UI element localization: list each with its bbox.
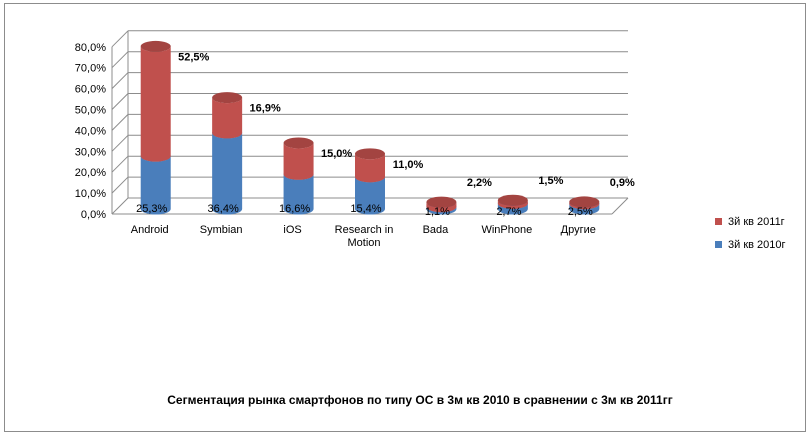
chart-frame (4, 3, 806, 432)
bar-2011-5-cap (497, 194, 528, 206)
x-category-label: Symbian (200, 224, 243, 236)
data-label-2010: 2,5% (568, 206, 593, 218)
x-category-label: Bada (423, 224, 450, 236)
x-category-label: iOS (283, 224, 301, 236)
bar-2010-4-body (426, 206, 457, 215)
bars (140, 40, 600, 215)
x-category-label: WinPhone (481, 224, 532, 236)
bar-2011-6 (569, 196, 600, 210)
chart-title: Сегментация рынка смартфонов по типу ОС … (167, 393, 672, 407)
y-tick-label: 20,0% (75, 167, 106, 179)
legend: 3й кв 2011г 3й кв 2010г (715, 216, 786, 251)
grid-diagonal (111, 155, 129, 173)
bar-2011-0-body (140, 46, 171, 162)
gridlines (111, 30, 628, 215)
y-tick-label: 0,0% (81, 209, 106, 221)
bar-2011-4-cap (426, 196, 457, 208)
axes: 0,0% 10,0% 20,0% 30,0% 40,0% 50,0% 60,0% 70,0% 8… (75, 30, 629, 249)
y-tick-label: 40,0% (75, 125, 106, 137)
data-label-2011: 1,5% (538, 175, 563, 187)
bar-2011-2-cap (283, 137, 314, 149)
data-label-2010: 25,3% (136, 203, 167, 215)
bar-2011-0 (140, 40, 171, 162)
bar-2010-6-body (569, 203, 600, 215)
bar-2011-2 (283, 137, 314, 180)
legend-swatch (715, 218, 722, 225)
data-label-2010: 36,4% (208, 203, 239, 215)
data-label-2011: 15,0% (321, 148, 352, 160)
y-tick-label: 80,0% (75, 42, 106, 54)
bar-2011-1 (212, 92, 243, 139)
bar-2011-2-body (283, 142, 314, 180)
grid-diagonal (111, 51, 129, 69)
data-label-2011: 11,0% (393, 159, 424, 171)
y-tick-label: 50,0% (75, 105, 106, 117)
grid-diagonal (111, 176, 129, 194)
bar-2011-1-cap (212, 92, 243, 104)
bar-2011-5-body (497, 200, 528, 209)
bar-2010-2-body (283, 174, 314, 215)
y-tick-label: 30,0% (75, 146, 106, 158)
legend-swatch (715, 241, 722, 248)
bar-2011-4-body (426, 202, 457, 213)
legend-label: 3й кв 2011г (728, 216, 785, 228)
grid-diagonal (111, 114, 129, 131)
x-category-label: Другие (561, 224, 596, 236)
data-label-2010: 1,1% (425, 206, 450, 218)
bar-2011-3 (355, 148, 385, 183)
data-label-2011: 0,9% (610, 177, 635, 189)
bar-2010-5-body (497, 203, 528, 215)
y-tick-label: 10,0% (75, 188, 106, 200)
bar-2010-3-body (355, 176, 385, 215)
legend-label: 3й кв 2010г (728, 239, 786, 251)
x-category-label: Android (131, 224, 169, 236)
bar-2010-1-body (212, 132, 243, 215)
y-tick-label: 70,0% (75, 63, 106, 75)
bar-2011-6-cap (569, 196, 600, 208)
grid-diagonal (111, 72, 129, 89)
data-labels: 25,3% 52,5% 36,4% 16,9% 16,6% 15,0% 15,4% 11,0%… (136, 51, 635, 218)
bar-2011-3-cap (355, 148, 385, 160)
grid-diagonal (111, 134, 129, 152)
floor-right-edge (611, 197, 629, 215)
y-tick-label: 60,0% (75, 84, 106, 96)
data-label-2011: 2,2% (467, 177, 492, 189)
grid-diagonal (111, 93, 129, 110)
bar-2010-1 (212, 127, 243, 215)
bar-2011-4 (426, 196, 457, 213)
bar-2011-3-body (355, 153, 385, 183)
data-label-2010: 16,6% (279, 203, 310, 215)
grid-diagonal (111, 30, 129, 48)
data-label-2010: 2,7% (496, 206, 521, 218)
bar-2010-0-body (140, 156, 171, 215)
data-label-2010: 15,4% (350, 203, 381, 215)
bar-2011-6-body (569, 201, 600, 210)
bar-2011-5 (497, 194, 528, 209)
x-category-label: Research in Motion (335, 224, 394, 249)
data-label-2011: 16,9% (250, 103, 281, 115)
grid-diagonal (111, 197, 129, 215)
bar-2011-0-cap (140, 40, 171, 52)
bar-2011-1-body (212, 97, 243, 139)
data-label-2011: 52,5% (178, 51, 209, 63)
